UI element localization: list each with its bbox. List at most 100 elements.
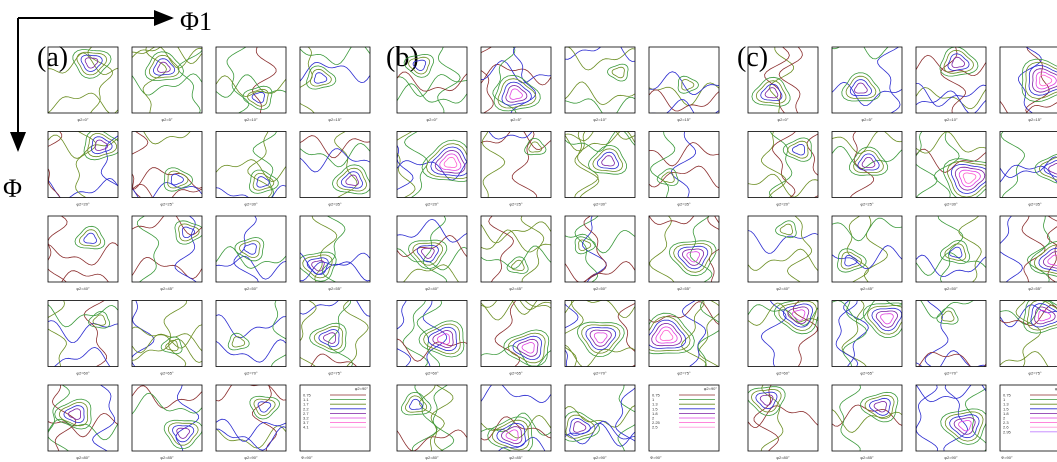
contour-plot <box>132 131 202 198</box>
plot-frame <box>564 300 636 367</box>
contour-ring <box>949 414 980 439</box>
contour-ring <box>163 167 194 192</box>
contour-ring <box>1038 247 1057 272</box>
contour-ring <box>880 313 894 325</box>
contour-ring <box>181 226 196 238</box>
contour-ring <box>1026 300 1057 331</box>
contour-ring <box>848 146 889 176</box>
contour-ring <box>144 51 184 81</box>
legend-level: 2.3 <box>1003 420 1009 425</box>
contour-ring <box>412 242 444 266</box>
contour-ring <box>601 155 615 167</box>
contour-plot <box>397 385 467 451</box>
contour-plot <box>832 216 902 282</box>
contour-line <box>937 216 964 282</box>
contour-line <box>327 300 354 367</box>
contour-plot <box>649 131 719 198</box>
contour-ring <box>873 400 888 413</box>
contour-plot <box>48 47 118 113</box>
contour-line <box>698 300 719 367</box>
contour-line <box>233 216 259 282</box>
contour-ring <box>592 148 623 172</box>
contour-line <box>488 216 514 282</box>
contour-line <box>778 47 803 113</box>
contour-ring <box>950 163 986 195</box>
caption: φ2=45° <box>160 286 174 291</box>
contour-line <box>1000 156 1057 178</box>
caption: φ2=25° <box>160 202 174 207</box>
contour-plot <box>48 216 118 282</box>
contour-ring <box>423 323 461 355</box>
contour-line <box>772 131 796 198</box>
plot-frame <box>480 46 552 114</box>
contour-ring <box>569 417 591 436</box>
contour-line <box>832 217 902 242</box>
contour-ring <box>231 336 246 348</box>
contour-line <box>1047 216 1057 282</box>
caption: φ2=20° <box>76 202 90 207</box>
contour-ring <box>306 65 337 90</box>
contour-ring <box>409 398 423 410</box>
contour-plot <box>916 131 986 198</box>
contour-plot <box>216 47 286 113</box>
contour-ring <box>436 333 451 345</box>
contour-ring <box>1029 241 1057 277</box>
contour-ring <box>345 174 359 186</box>
contour-line <box>174 216 197 282</box>
contour-line <box>216 255 286 280</box>
plot-frame <box>480 300 552 367</box>
contour-ring <box>167 422 199 446</box>
contour-line <box>481 47 494 113</box>
contour-line <box>1000 351 1049 367</box>
contour-line <box>1025 47 1050 113</box>
contour-ring <box>318 329 340 348</box>
contour-ring <box>88 310 111 329</box>
contour-line <box>650 131 676 198</box>
plot-frame <box>999 46 1057 114</box>
contour-ring <box>511 259 525 271</box>
contour-ring <box>1030 303 1057 328</box>
contour-ring <box>948 246 963 259</box>
contour-line <box>48 418 118 441</box>
contour-line <box>649 89 719 112</box>
contour-ring <box>787 306 810 325</box>
contour-line <box>839 385 862 451</box>
contour-ring <box>940 310 955 322</box>
contour-ring <box>836 248 867 273</box>
contour-ring <box>845 75 877 99</box>
caption: φ2=35° <box>677 202 691 207</box>
contour-ring <box>875 310 898 328</box>
contour-line <box>132 183 202 198</box>
contour-ring <box>751 76 791 107</box>
contour-ring <box>778 300 817 331</box>
legend-box <box>299 384 371 452</box>
contour-ring <box>412 59 427 72</box>
caption: φ2=15° <box>1028 117 1042 122</box>
contour-line <box>132 256 202 279</box>
contour-line <box>53 346 111 367</box>
contour-line <box>397 338 467 362</box>
contour-line <box>481 64 551 86</box>
caption: φ2=25° <box>509 202 523 207</box>
contour-line <box>832 300 902 321</box>
caption: φ2=90° <box>593 455 607 460</box>
contour-line <box>481 131 551 150</box>
contour-line <box>748 230 818 254</box>
contour-plot <box>216 216 286 282</box>
contour-line <box>649 216 719 225</box>
contour-ring <box>251 91 265 104</box>
caption: φ2=25° <box>860 202 874 207</box>
contour-ring <box>853 150 884 174</box>
contour-ring <box>302 254 333 279</box>
contour-ring <box>577 321 625 358</box>
plot-frame <box>648 46 720 114</box>
contour-ring <box>844 255 858 267</box>
contour-ring <box>942 158 986 198</box>
contour-ring <box>94 139 108 152</box>
contour-line <box>760 385 784 451</box>
contour-line <box>832 47 889 60</box>
plot-frame <box>480 384 552 452</box>
contour-ring <box>1025 61 1057 99</box>
contour-ring <box>1038 156 1057 181</box>
